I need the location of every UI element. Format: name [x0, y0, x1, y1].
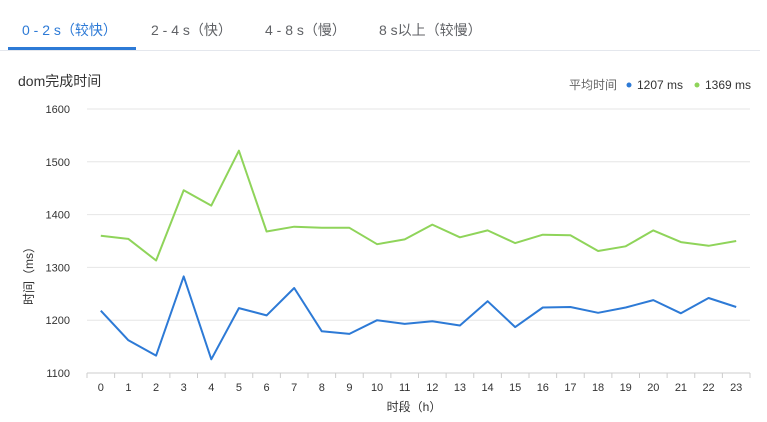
x-tick-label: 9 — [346, 382, 352, 394]
x-tick-label: 16 — [537, 382, 549, 394]
x-tick-label: 13 — [454, 382, 466, 394]
x-tick-label: 5 — [236, 382, 242, 394]
legend-marker-series-2 — [694, 82, 700, 88]
x-tick-label: 0 — [98, 382, 104, 394]
grid-lines — [87, 108, 750, 321]
x-tick-label: 3 — [181, 382, 187, 394]
y-axis-ticks: 1100 1200 1300 1400 1500 1600 — [46, 104, 70, 380]
legend-label-series-1[interactable]: 1207 ms — [637, 78, 683, 92]
x-tick-label: 18 — [592, 382, 604, 394]
legend-marker-series-1 — [626, 82, 632, 88]
x-tick-label: 19 — [620, 382, 632, 394]
legend: 平均时间 1207 ms 1369 ms — [569, 78, 751, 92]
x-axis-title: 时段（h） — [387, 399, 442, 414]
tab-8s-plus[interactable]: 8 s以上（较慢） — [379, 22, 482, 38]
x-tick-label: 7 — [291, 382, 297, 394]
x-axis — [86, 372, 751, 378]
duration-tabs: 0 - 2 s（较快） 2 - 4 s（快） 4 - 8 s（慢） 8 s以上（… — [0, 0, 760, 51]
y-tick-label: 1500 — [46, 157, 70, 169]
x-tick-label: 12 — [426, 382, 438, 394]
legend-label-series-2[interactable]: 1369 ms — [705, 78, 751, 92]
x-tick-label: 23 — [730, 382, 742, 394]
tab-0-2s[interactable]: 0 - 2 s（较快） — [22, 22, 117, 38]
active-tab-indicator — [8, 47, 136, 50]
dom-complete-time-chart: dom完成时间 平均时间 1207 ms 1369 ms 11001200130… — [18, 73, 751, 414]
tab-2-4s[interactable]: 2 - 4 s（快） — [151, 22, 232, 38]
x-tick-label: 4 — [208, 382, 214, 394]
chart-title: dom完成时间 — [18, 73, 101, 89]
x-tick-label: 6 — [264, 382, 270, 394]
y-tick-label: 1600 — [46, 104, 70, 116]
y-axis-title: 时间（ms） — [22, 241, 36, 305]
series-line-2[interactable] — [100, 149, 737, 262]
x-tick-label: 11 — [399, 382, 410, 394]
x-tick-label: 17 — [564, 382, 576, 394]
tab-4-8s[interactable]: 4 - 8 s（慢） — [265, 22, 346, 38]
y-tick-label: 1400 — [46, 210, 70, 222]
x-tick-label: 8 — [319, 382, 325, 394]
x-tick-label: 10 — [371, 382, 383, 394]
legend-title: 平均时间 — [569, 78, 617, 92]
y-tick-label: 1100 — [46, 368, 70, 380]
series-line-1[interactable] — [100, 275, 737, 361]
x-tick-label: 15 — [509, 382, 521, 394]
y-tick-label: 1200 — [46, 315, 70, 327]
x-tick-label: 2 — [153, 382, 159, 394]
y-tick-label: 1300 — [46, 262, 70, 274]
series-lines — [100, 149, 737, 361]
x-tick-label: 20 — [647, 382, 659, 394]
x-tick-label: 1 — [125, 382, 131, 394]
x-axis-ticks: 0 1 2 3 4 5 6 7 8 9 10 11 12 13 14 15 16 17 18 19 20 21 22 23 — [98, 382, 743, 394]
x-tick-label: 14 — [481, 382, 493, 394]
x-tick-label: 21 — [675, 382, 687, 394]
x-tick-label: 22 — [702, 382, 714, 394]
